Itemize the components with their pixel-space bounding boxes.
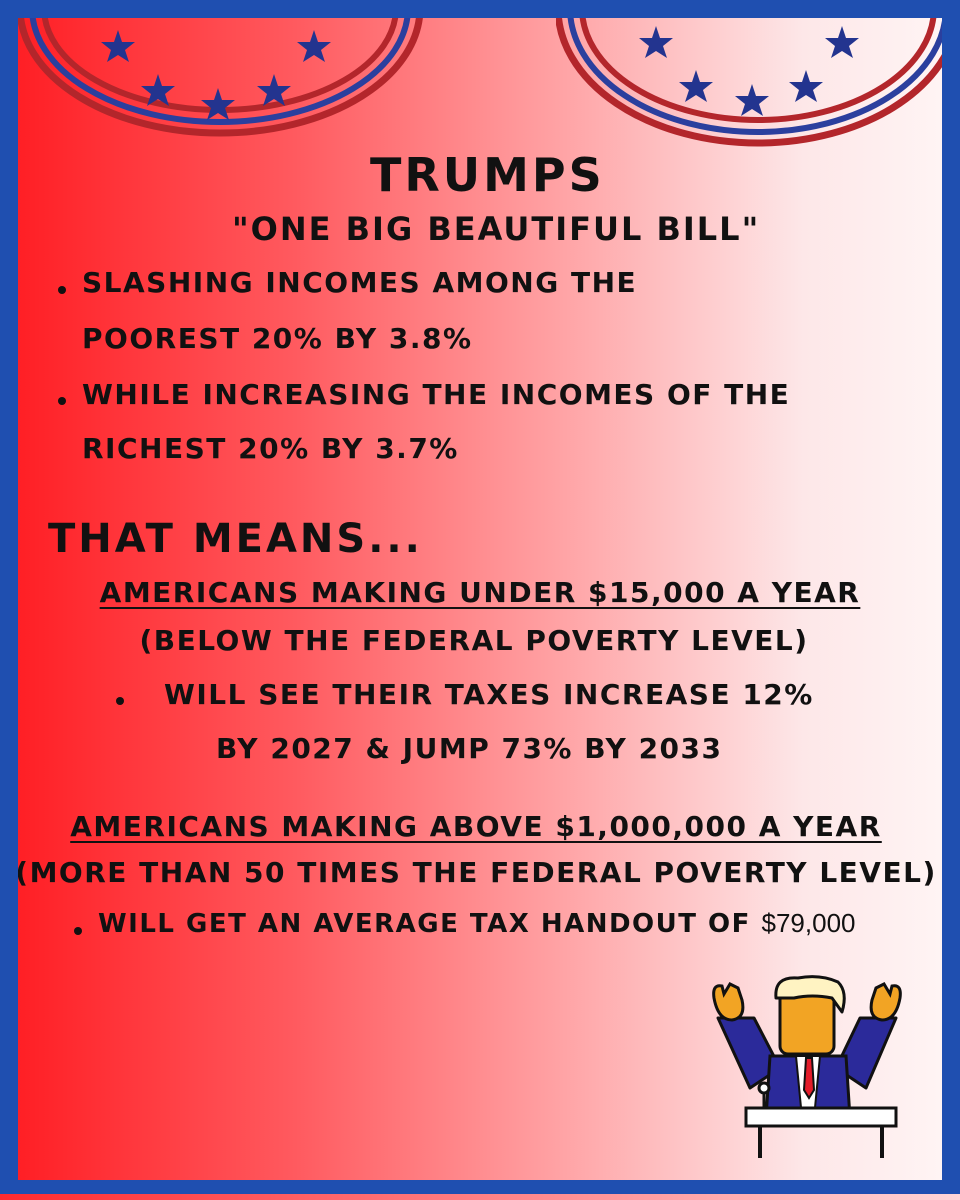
low-income-bullet-line-2: BY 2027 & JUMP 73% BY 2033 — [216, 732, 723, 765]
star-icon — [679, 70, 713, 102]
bullet-dot — [58, 397, 66, 405]
low-income-note: (BELOW THE FEDERAL POVERTY LEVEL) — [139, 624, 809, 657]
bullet-dot — [74, 927, 82, 935]
point-1-line-2: POOREST 20% BY 3.8% — [82, 322, 473, 355]
bullet-dot — [58, 286, 66, 294]
left-bunting-decoration — [18, 18, 423, 137]
poster-subtitle: "ONE BIG BEAUTIFUL BILL" — [232, 210, 761, 248]
right-bunting-decoration — [556, 18, 942, 147]
low-income-heading: AMERICANS MAKING UNDER $15,000 A YEAR — [99, 576, 861, 609]
high-income-bullet: WILL GET AN AVERAGE TAX HANDOUT OF $79,0… — [98, 908, 855, 939]
star-icon — [101, 30, 135, 62]
poster-title: TRUMPS — [370, 148, 605, 202]
high-income-note: (MORE THAN 50 TIMES THE FEDERAL POVERTY … — [18, 856, 937, 889]
point-2-line-2: RICHEST 20% BY 3.7% — [82, 432, 459, 465]
low-income-bullet-line-1: WILL SEE THEIR TAXES INCREASE 12% — [164, 678, 814, 711]
poster-panel: TRUMPS "ONE BIG BEAUTIFUL BILL" SLASHING… — [18, 18, 942, 1180]
handout-amount: $79,000 — [761, 908, 856, 938]
star-icon — [297, 30, 331, 62]
high-income-heading: AMERICANS MAKING ABOVE $1,000,000 A YEAR — [70, 810, 882, 843]
star-icon — [201, 88, 235, 120]
high-income-bullet-text: WILL GET AN AVERAGE TAX HANDOUT OF — [98, 909, 751, 939]
bottom-border — [0, 1180, 960, 1200]
star-icon — [789, 70, 823, 102]
bullet-dot — [116, 697, 124, 705]
star-icon — [141, 74, 175, 106]
point-1-line-1: SLASHING INCOMES AMONG THE — [82, 266, 638, 299]
point-2-line-1: WHILE INCREASING THE INCOMES OF THE — [82, 378, 791, 411]
star-icon — [825, 26, 859, 58]
star-icon — [257, 74, 291, 106]
star-icon — [735, 84, 769, 116]
star-icon — [639, 26, 673, 58]
speaker-at-podium-illustration — [712, 975, 902, 1158]
that-means-heading: THAT MEANS... — [48, 516, 423, 562]
